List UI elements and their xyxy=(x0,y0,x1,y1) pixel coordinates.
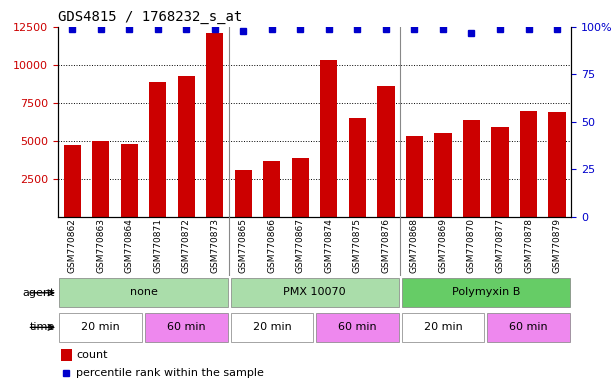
Bar xyxy=(487,313,570,342)
Text: GSM770866: GSM770866 xyxy=(268,218,276,273)
Bar xyxy=(59,278,228,308)
Bar xyxy=(60,349,72,361)
Text: GSM770878: GSM770878 xyxy=(524,218,533,273)
Text: 20 min: 20 min xyxy=(252,322,291,332)
Text: 60 min: 60 min xyxy=(338,322,377,332)
Bar xyxy=(320,60,337,217)
Text: GSM770862: GSM770862 xyxy=(68,218,77,273)
Bar xyxy=(520,111,537,217)
Text: PMX 10070: PMX 10070 xyxy=(284,287,346,297)
Text: GSM770877: GSM770877 xyxy=(496,218,505,273)
Text: GSM770870: GSM770870 xyxy=(467,218,476,273)
Bar xyxy=(230,313,313,342)
Bar xyxy=(230,278,399,308)
Bar xyxy=(316,313,399,342)
Bar xyxy=(64,146,81,217)
Text: GSM770863: GSM770863 xyxy=(97,218,105,273)
Text: GSM770875: GSM770875 xyxy=(353,218,362,273)
Text: GSM770879: GSM770879 xyxy=(552,218,562,273)
Text: 60 min: 60 min xyxy=(167,322,206,332)
Bar xyxy=(207,33,224,217)
Text: 60 min: 60 min xyxy=(509,322,548,332)
Text: agent: agent xyxy=(23,288,55,298)
Text: GSM770872: GSM770872 xyxy=(182,218,191,273)
Text: GSM770864: GSM770864 xyxy=(125,218,134,273)
Bar xyxy=(292,158,309,217)
Text: GSM770865: GSM770865 xyxy=(239,218,248,273)
Bar xyxy=(92,141,109,217)
Text: time: time xyxy=(30,322,55,333)
Bar xyxy=(235,170,252,217)
Text: 20 min: 20 min xyxy=(81,322,120,332)
Text: GSM770871: GSM770871 xyxy=(153,218,163,273)
Text: 20 min: 20 min xyxy=(423,322,463,332)
Bar xyxy=(263,161,280,217)
Text: Polymyxin B: Polymyxin B xyxy=(452,287,520,297)
Text: GSM770876: GSM770876 xyxy=(381,218,390,273)
Text: GSM770867: GSM770867 xyxy=(296,218,305,273)
Bar xyxy=(463,120,480,217)
Bar xyxy=(401,278,570,308)
Text: GSM770874: GSM770874 xyxy=(324,218,334,273)
Bar xyxy=(549,112,566,217)
Text: GSM770868: GSM770868 xyxy=(410,218,419,273)
Bar xyxy=(145,313,228,342)
Text: GSM770869: GSM770869 xyxy=(439,218,447,273)
Text: GSM770873: GSM770873 xyxy=(210,218,219,273)
Text: percentile rank within the sample: percentile rank within the sample xyxy=(76,367,264,377)
Text: GDS4815 / 1768232_s_at: GDS4815 / 1768232_s_at xyxy=(58,10,243,25)
Bar xyxy=(434,133,452,217)
Bar xyxy=(491,127,508,217)
Text: count: count xyxy=(76,350,108,360)
Bar xyxy=(149,82,166,217)
Bar xyxy=(178,76,195,217)
Bar xyxy=(378,86,395,217)
Bar xyxy=(121,144,138,217)
Bar xyxy=(349,118,366,217)
Bar xyxy=(401,313,485,342)
Bar xyxy=(59,313,142,342)
Bar xyxy=(406,136,423,217)
Text: none: none xyxy=(130,287,158,297)
